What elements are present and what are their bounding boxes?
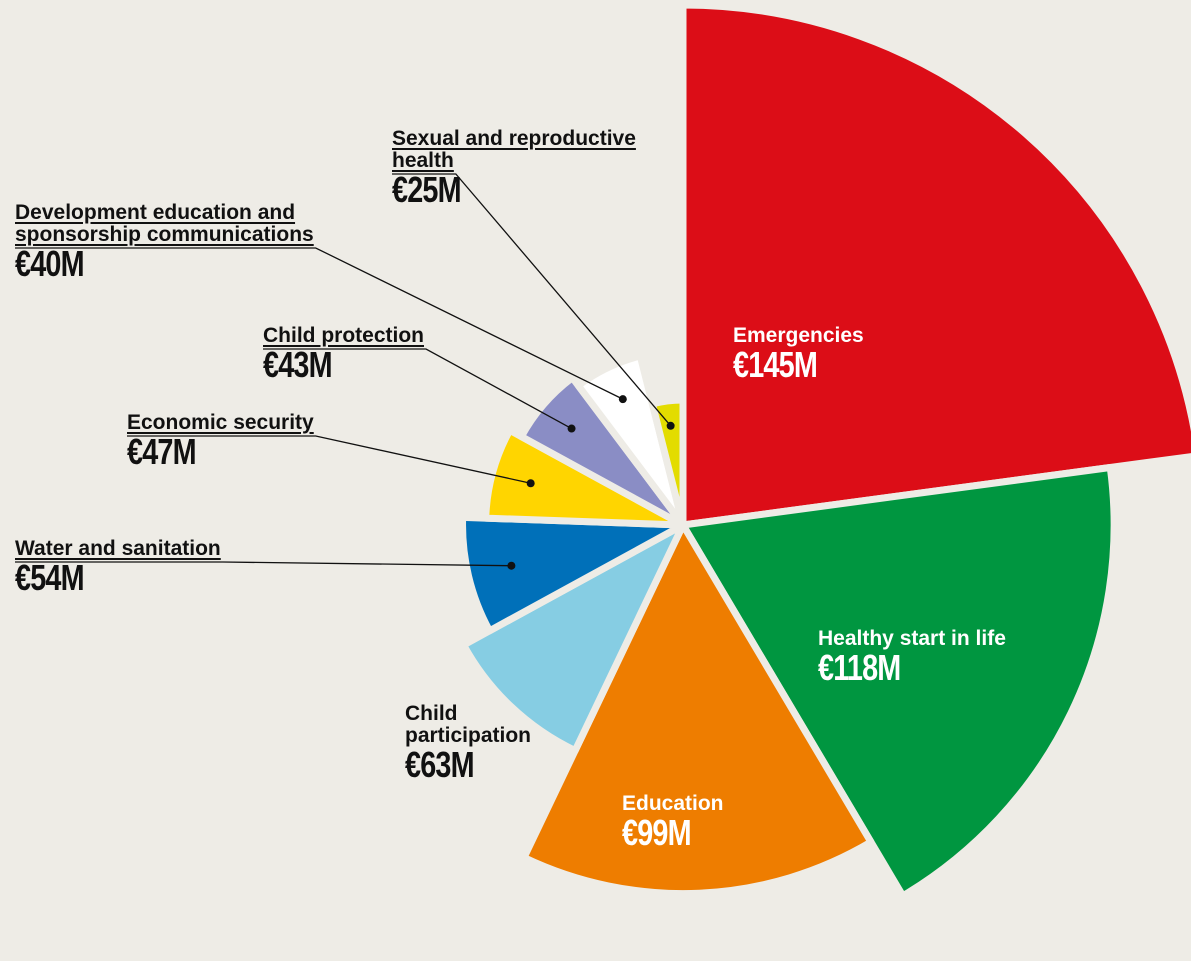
value-label: €40M [15,243,85,284]
leader-dot [618,395,627,404]
slice-label: Education €99M [622,793,822,851]
value-label: €54M [15,557,85,598]
pie-slice [679,1,1191,529]
category-label: Child protection [263,324,424,347]
pie-slice [679,463,1118,900]
value-label: €99M [622,812,692,853]
leader-dot [567,424,576,433]
slice-label: Emergencies €145M [733,325,953,383]
value-label: €43M [263,344,333,385]
value-label: €118M [818,647,901,688]
category-label: Development education and sponsorship co… [15,201,314,246]
pie-slice [520,521,875,898]
leader-dot [526,479,535,488]
slice-label: Child protection €43M [263,325,493,383]
category-label: Sexual and reproductive health [392,127,636,172]
category-label: Healthy start in life [818,627,1006,650]
category-label: Economic security [127,411,314,434]
leader-line [15,247,624,400]
leader-dot [666,421,675,430]
slice-label: Economic security €47M [127,412,387,470]
value-label: €47M [127,431,197,472]
slice-label: Development education and sponsorship co… [15,202,335,282]
pie-slice [574,352,687,529]
slice-label: Sexual and reproductive health €25M [392,128,652,208]
category-label: Child participation [405,702,532,747]
value-label: €63M [405,744,475,785]
pie-slice [517,374,687,529]
category-label: Water and sanitation [15,537,221,560]
leader-line [392,173,672,427]
pie-slice [460,521,687,755]
value-label: €25M [392,169,462,210]
slice-label: Water and sanitation €54M [15,538,315,596]
leader-dot [507,561,516,570]
leader-line [263,348,572,430]
slice-label: Healthy start in life €118M [818,628,1098,686]
leader-line [127,435,531,484]
category-label: Education [622,792,724,815]
slice-label: Child participation €63M [405,703,575,783]
value-label: €145M [733,344,818,385]
leader-line [15,561,512,567]
category-label: Emergencies [733,324,864,347]
pie-slice [459,513,687,635]
